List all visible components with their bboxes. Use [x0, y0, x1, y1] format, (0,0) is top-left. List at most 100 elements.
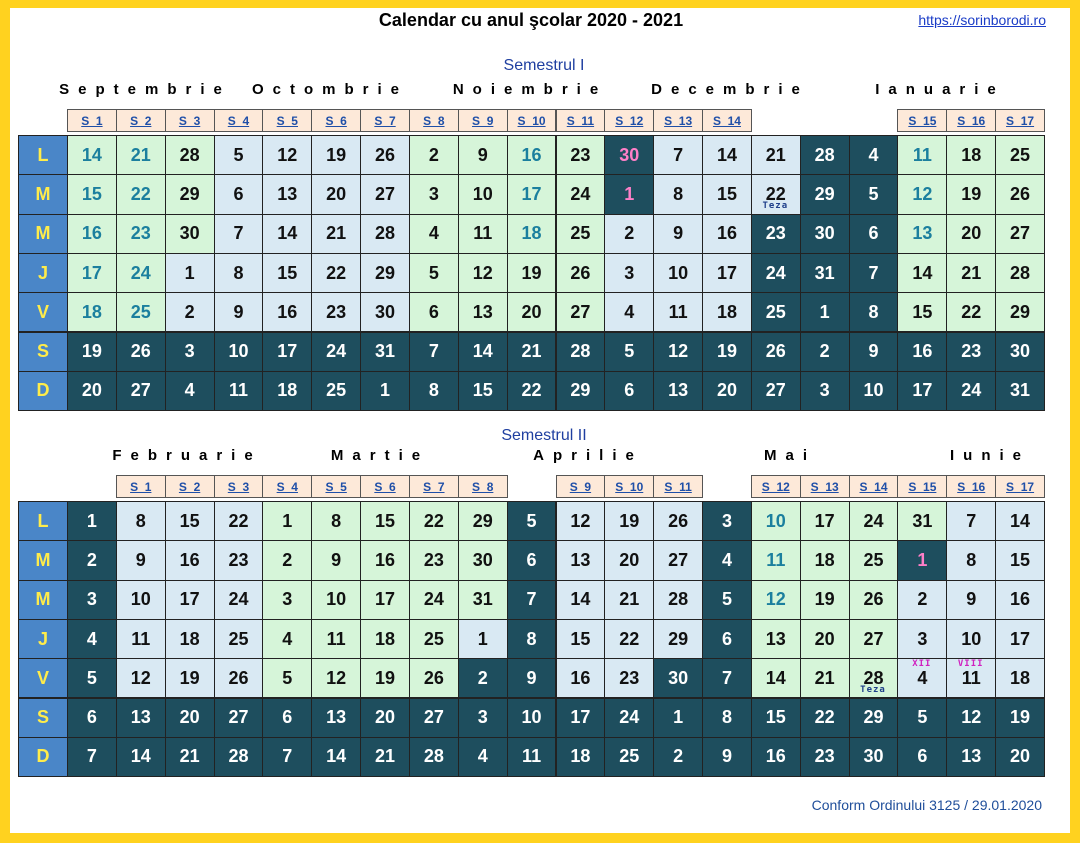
day-cell: 30: [360, 292, 410, 333]
day-cell: 27: [995, 213, 1045, 254]
day-cell: 22: [604, 618, 655, 660]
day-cell: 3: [408, 174, 459, 215]
day-cell: 6: [604, 370, 655, 412]
day-cell: 23: [408, 540, 459, 581]
day-cell: 12: [653, 331, 704, 372]
day-cell: 10: [848, 370, 899, 412]
day-cell: 24: [604, 697, 655, 738]
day-cell: 5: [702, 579, 752, 620]
day-cell: 9: [848, 331, 899, 372]
day-cell: 15: [702, 174, 752, 215]
day-cell: 31: [799, 252, 850, 294]
day-cell: 31: [360, 331, 410, 372]
day-cell: 19: [506, 252, 557, 294]
day-cell: 6: [67, 697, 117, 738]
week-label: S_13: [653, 109, 704, 132]
day-cell: 11: [213, 370, 264, 412]
day-cell: 10: [946, 618, 997, 660]
week-label: S_2: [115, 109, 166, 132]
day-cell: 8: [213, 252, 264, 294]
day-cell: 28: [653, 579, 704, 620]
day-cell: 9: [213, 292, 264, 333]
day-cell: 10: [457, 174, 508, 215]
day-cell: 4: [67, 618, 117, 660]
day-cell: 7: [262, 736, 313, 778]
day-cell: 21: [946, 252, 997, 294]
day-label: S: [18, 331, 68, 372]
day-cell: 15: [897, 292, 948, 333]
day-cell: 19: [360, 658, 410, 699]
week-label: S_11: [555, 109, 606, 132]
week-label: S_11: [653, 475, 704, 498]
day-cell: 17: [262, 331, 313, 372]
day-cell: 5: [506, 501, 557, 542]
week-label: S_4: [213, 109, 264, 132]
day-cell: 12: [457, 252, 508, 294]
day-cell: 4: [457, 736, 508, 778]
day-label: V: [18, 292, 68, 333]
day-cell: 12: [946, 697, 997, 738]
day-cell: 26: [213, 658, 264, 699]
day-cell: 24: [213, 579, 264, 620]
day-cell: 9: [311, 540, 362, 581]
week-label: S_17: [995, 475, 1045, 498]
day-cell: 16: [360, 540, 410, 581]
day-cell: 30: [604, 135, 655, 176]
day-cell: 14: [67, 135, 117, 176]
week-label: S_16: [946, 109, 997, 132]
day-cell: 3: [799, 370, 850, 412]
day-cell: 7: [67, 736, 117, 778]
month-label: Aprilie: [533, 447, 643, 464]
day-cell: 20: [604, 540, 655, 581]
day-cell: 29: [799, 174, 850, 215]
day-cell: 20: [946, 213, 997, 254]
day-cell: 11: [653, 292, 704, 333]
day-label: J: [18, 618, 68, 660]
day-cell: 25: [604, 736, 655, 778]
day-cell: 2: [604, 213, 655, 254]
day-cell: 14: [750, 658, 801, 699]
day-cell: 27: [848, 618, 899, 660]
day-cell: 1: [897, 540, 948, 581]
day-label: D: [18, 736, 68, 778]
day-cell: 30: [995, 331, 1045, 372]
day-cell: 21: [604, 579, 655, 620]
day-cell: 16: [750, 736, 801, 778]
day-cell: 4: [408, 213, 459, 254]
month-label: Decembrie: [651, 81, 809, 98]
day-cell: 18: [702, 292, 752, 333]
day-cell: 2: [653, 736, 704, 778]
url-link[interactable]: https://sorinborodi.ro: [918, 12, 1046, 28]
day-label: M: [18, 174, 68, 215]
day-cell: 14: [555, 579, 606, 620]
day-cell: 17: [799, 501, 850, 542]
day-cell: 3: [604, 252, 655, 294]
day-cell: 12: [262, 135, 313, 176]
day-cell: 16: [555, 658, 606, 699]
day-cell: 22: [213, 501, 264, 542]
day-cell: 7: [848, 252, 899, 294]
day-cell: 28: [360, 213, 410, 254]
day-cell: 5: [262, 658, 313, 699]
day-cell: 4: [702, 540, 752, 581]
day-cell: 1: [653, 697, 704, 738]
day-cell: 26: [995, 174, 1045, 215]
day-cell: 6: [262, 697, 313, 738]
day-cell: 17: [506, 174, 557, 215]
day-cell: 14: [115, 736, 166, 778]
day-cell: 7: [653, 135, 704, 176]
day-cell: 10: [653, 252, 704, 294]
day-cell: 11: [115, 618, 166, 660]
week-label: S_14: [848, 475, 899, 498]
day-cell: 8: [848, 292, 899, 333]
day-cell: 14: [457, 331, 508, 372]
day-cell: 15: [995, 540, 1045, 581]
day-label: D: [18, 370, 68, 412]
month-label: Octombrie: [251, 81, 409, 98]
day-cell: 23: [750, 213, 801, 254]
day-cell: 14: [702, 135, 752, 176]
week-label: S_14: [702, 109, 752, 132]
day-cell: 22: [311, 252, 362, 294]
day-cell: 29: [555, 370, 606, 412]
day-cell: 22: [750, 174, 801, 215]
